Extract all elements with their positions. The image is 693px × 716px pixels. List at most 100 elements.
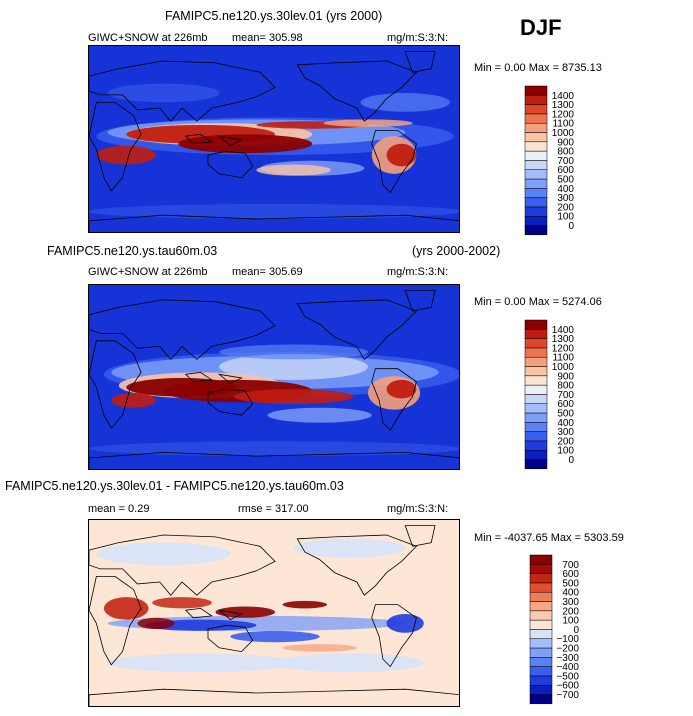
panel2-field-label: GIWC+SNOW at 226mb <box>88 266 208 278</box>
coastline <box>207 388 254 416</box>
panel1-map <box>88 45 460 233</box>
field-contour <box>282 600 328 609</box>
coastline <box>89 688 459 706</box>
colorbar-box <box>524 319 548 330</box>
colorbar-box <box>524 394 548 404</box>
colorbar-box <box>524 384 548 395</box>
coastline <box>89 534 276 596</box>
colorbar-box <box>529 619 553 630</box>
coastline <box>89 60 276 122</box>
colorbar-box <box>529 666 553 677</box>
colorbar-box <box>524 169 548 180</box>
field-contour <box>107 83 220 103</box>
colorbar-box <box>524 366 548 377</box>
colorbar-box <box>524 412 548 423</box>
coastline <box>89 576 142 666</box>
field-contour <box>230 630 320 643</box>
coastline <box>184 607 213 619</box>
colorbar-tick-label: 1100 <box>552 353 574 364</box>
coastline <box>89 451 459 469</box>
coastline <box>184 133 213 145</box>
colorbar-box <box>529 694 553 705</box>
colorbar-tick-label: −600 <box>556 681 579 692</box>
colorbar-box <box>524 188 548 198</box>
colorbar-box <box>529 638 553 649</box>
colorbar-tick-label: −400 <box>556 662 579 673</box>
colorbar-box <box>524 338 548 349</box>
colorbar-box <box>529 582 553 593</box>
colorbar-tick-label: 0 <box>568 221 574 232</box>
field-contour <box>107 653 294 673</box>
field-contour <box>111 392 156 408</box>
colorbar-box <box>529 554 553 565</box>
colorbar-tick-label: 1300 <box>552 100 575 111</box>
colorbar-box <box>524 459 548 470</box>
colorbar-box <box>524 422 548 432</box>
colorbar-box <box>524 95 548 105</box>
field-contour <box>137 617 175 630</box>
colorbar-tick-label: 1300 <box>552 334 575 345</box>
coastline <box>371 130 417 194</box>
colorbar-tick-label: 900 <box>557 137 574 148</box>
colorbar-tick-label: 700 <box>562 560 579 571</box>
panel3-mean: mean = 0.29 <box>88 503 150 515</box>
field-contour <box>293 538 406 558</box>
colorbar-tick-label: 200 <box>557 436 574 447</box>
coastline <box>296 299 418 361</box>
colorbar-tick-label: 300 <box>557 193 574 204</box>
colorbar-tick-label: 1200 <box>552 109 575 120</box>
coastline <box>371 368 417 431</box>
field-contour <box>323 119 413 127</box>
colorbar-tick-label: 800 <box>557 147 574 158</box>
colorbar-box <box>529 647 553 658</box>
colorbar-tick-label: 800 <box>557 381 574 392</box>
panel3-rmse: rmse = 317.00 <box>238 503 309 515</box>
panel2-map <box>88 284 460 470</box>
colorbar-box <box>529 675 553 686</box>
field-contour <box>234 389 354 405</box>
coastline <box>217 135 243 147</box>
field-contour <box>219 344 368 360</box>
colorbar-box <box>529 573 553 584</box>
colorbar-box <box>524 356 548 367</box>
coastline <box>371 604 417 668</box>
colorbar-tick-label: 1000 <box>552 128 575 139</box>
colorbar-tick-label: 600 <box>562 569 579 580</box>
panel3-colorbar: −700 −600 −500 −400 −300 −200 −100 0 100 200 300 40… <box>529 554 590 705</box>
field-contour <box>152 597 212 609</box>
panel2-minmax: Min = 0.00 Max = 5274.06 <box>474 296 602 308</box>
panel1-title: FAMIPC5.ne120.ys.30lev.01 (yrs 2000) <box>165 9 383 23</box>
colorbar-box <box>524 329 548 339</box>
colorbar-box <box>524 113 548 124</box>
colorbar-box <box>529 657 553 667</box>
coastline <box>207 624 254 653</box>
colorbar-tick-label: 100 <box>557 446 574 457</box>
colorbar-box <box>524 440 548 451</box>
panel2-title: FAMIPC5.ne120.ys.tau60m.03 <box>47 244 218 258</box>
colorbar-box <box>524 132 548 143</box>
colorbar-tick-label: 600 <box>557 399 574 410</box>
colorbar-box <box>524 141 548 152</box>
field-contour <box>267 407 372 423</box>
field-contour <box>103 597 149 620</box>
coastline <box>404 290 436 312</box>
panel2-units: mg/m:S:3:N: <box>387 266 449 278</box>
panel1-mean: mean= 305.98 <box>232 32 303 44</box>
field-contour <box>386 379 417 399</box>
field-contour <box>96 145 156 165</box>
colorbar-box <box>524 178 548 189</box>
colorbar-tick-label: 500 <box>557 409 574 420</box>
coastline <box>217 609 243 621</box>
panel3-map <box>88 519 460 707</box>
colorbar-tick-label: 1000 <box>552 362 575 373</box>
panel3-units: mg/m:S:3:N: <box>387 503 449 515</box>
colorbar-box <box>529 610 553 621</box>
panel1-units: mg/m:S:3:N: <box>387 32 449 44</box>
field-contour <box>256 164 331 176</box>
coastline <box>207 150 254 179</box>
colorbar-tick-label: 500 <box>562 578 579 589</box>
field-contour <box>89 441 459 457</box>
colorbar-tick-label: 400 <box>562 588 579 599</box>
colorbar-tick-label: 600 <box>557 165 574 176</box>
field-contour <box>96 542 231 566</box>
